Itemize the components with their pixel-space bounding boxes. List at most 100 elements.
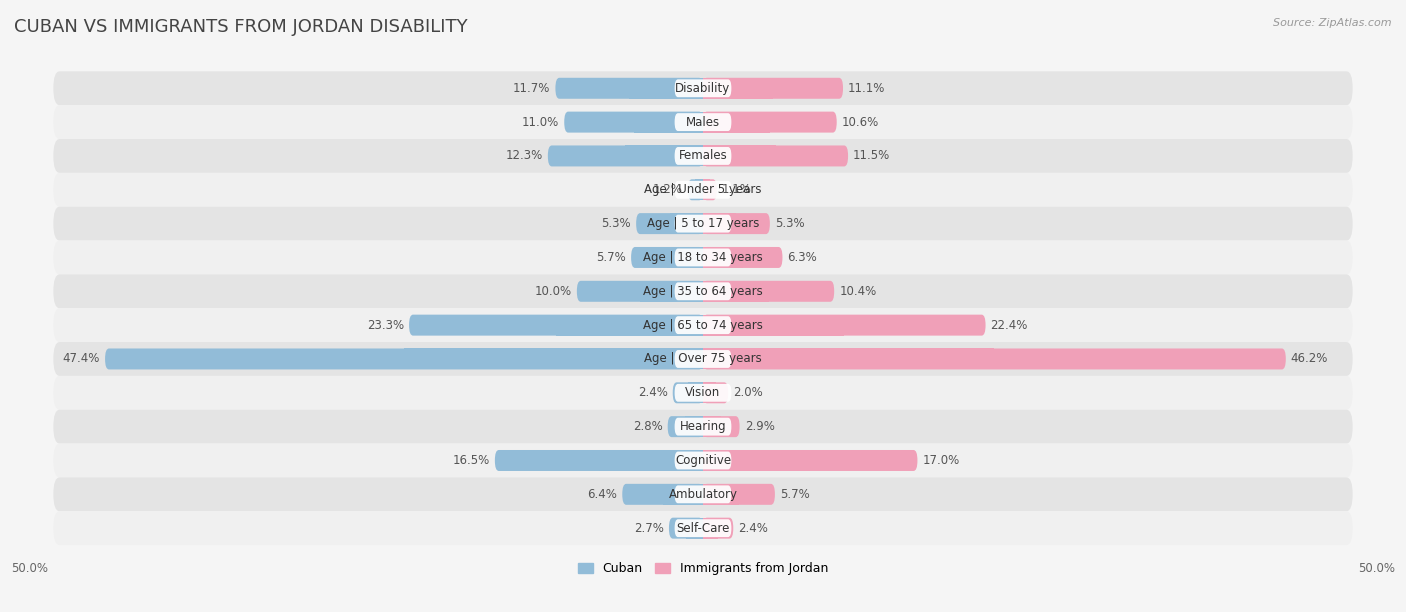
FancyBboxPatch shape: [703, 382, 728, 403]
FancyBboxPatch shape: [703, 450, 918, 471]
Text: 2.4%: 2.4%: [638, 386, 668, 399]
FancyBboxPatch shape: [555, 315, 703, 335]
FancyBboxPatch shape: [53, 376, 1353, 409]
FancyBboxPatch shape: [703, 179, 710, 200]
Text: Males: Males: [686, 116, 720, 129]
Text: CUBAN VS IMMIGRANTS FROM JORDAN DISABILITY: CUBAN VS IMMIGRANTS FROM JORDAN DISABILI…: [14, 18, 468, 36]
FancyBboxPatch shape: [630, 78, 703, 99]
FancyBboxPatch shape: [53, 477, 1353, 511]
FancyBboxPatch shape: [703, 518, 734, 539]
FancyBboxPatch shape: [703, 213, 737, 234]
FancyBboxPatch shape: [703, 416, 740, 437]
Text: 5.3%: 5.3%: [602, 217, 631, 230]
FancyBboxPatch shape: [696, 179, 703, 200]
Text: Age | 5 to 17 years: Age | 5 to 17 years: [647, 217, 759, 230]
FancyBboxPatch shape: [703, 247, 783, 268]
Text: Age | 18 to 34 years: Age | 18 to 34 years: [643, 251, 763, 264]
FancyBboxPatch shape: [675, 316, 731, 334]
FancyBboxPatch shape: [409, 315, 703, 335]
Legend: Cuban, Immigrants from Jordan: Cuban, Immigrants from Jordan: [572, 558, 834, 580]
FancyBboxPatch shape: [675, 282, 731, 300]
FancyBboxPatch shape: [640, 281, 703, 302]
FancyBboxPatch shape: [675, 248, 731, 266]
FancyBboxPatch shape: [703, 518, 718, 539]
Text: 10.0%: 10.0%: [534, 285, 572, 298]
FancyBboxPatch shape: [703, 450, 810, 471]
FancyBboxPatch shape: [675, 80, 731, 97]
FancyBboxPatch shape: [703, 111, 837, 133]
Text: 1.2%: 1.2%: [652, 183, 683, 196]
FancyBboxPatch shape: [703, 315, 986, 335]
FancyBboxPatch shape: [675, 147, 731, 165]
Text: 10.6%: 10.6%: [842, 116, 879, 129]
FancyBboxPatch shape: [623, 484, 703, 505]
FancyBboxPatch shape: [675, 215, 731, 233]
FancyBboxPatch shape: [703, 348, 1286, 370]
FancyBboxPatch shape: [495, 450, 703, 471]
FancyBboxPatch shape: [675, 519, 731, 537]
FancyBboxPatch shape: [53, 105, 1353, 139]
Text: 11.5%: 11.5%: [853, 149, 890, 162]
FancyBboxPatch shape: [666, 247, 703, 268]
Text: 12.3%: 12.3%: [506, 149, 543, 162]
FancyBboxPatch shape: [703, 484, 775, 505]
Text: Source: ZipAtlas.com: Source: ZipAtlas.com: [1274, 18, 1392, 28]
FancyBboxPatch shape: [672, 382, 703, 403]
FancyBboxPatch shape: [555, 78, 703, 99]
FancyBboxPatch shape: [688, 382, 703, 403]
FancyBboxPatch shape: [703, 315, 844, 335]
Text: Females: Females: [679, 149, 727, 162]
Text: 11.0%: 11.0%: [522, 116, 560, 129]
Text: 16.5%: 16.5%: [453, 454, 489, 467]
Text: Age | 65 to 74 years: Age | 65 to 74 years: [643, 319, 763, 332]
FancyBboxPatch shape: [669, 213, 703, 234]
FancyBboxPatch shape: [548, 146, 703, 166]
FancyBboxPatch shape: [53, 308, 1353, 342]
Text: Vision: Vision: [685, 386, 721, 399]
Text: 2.0%: 2.0%: [734, 386, 763, 399]
Text: Ambulatory: Ambulatory: [668, 488, 738, 501]
Text: 23.3%: 23.3%: [367, 319, 404, 332]
Text: 1.1%: 1.1%: [721, 183, 752, 196]
FancyBboxPatch shape: [404, 348, 703, 370]
FancyBboxPatch shape: [669, 518, 703, 539]
Text: 17.0%: 17.0%: [922, 454, 960, 467]
Text: 11.7%: 11.7%: [513, 82, 550, 95]
FancyBboxPatch shape: [703, 416, 721, 437]
FancyBboxPatch shape: [703, 146, 776, 166]
FancyBboxPatch shape: [576, 281, 703, 302]
Text: 46.2%: 46.2%: [1291, 353, 1329, 365]
FancyBboxPatch shape: [53, 274, 1353, 308]
FancyBboxPatch shape: [53, 342, 1353, 376]
FancyBboxPatch shape: [53, 409, 1353, 444]
FancyBboxPatch shape: [53, 444, 1353, 477]
FancyBboxPatch shape: [675, 181, 731, 199]
Text: Age | Over 75 years: Age | Over 75 years: [644, 353, 762, 365]
FancyBboxPatch shape: [53, 139, 1353, 173]
FancyBboxPatch shape: [675, 350, 731, 368]
FancyBboxPatch shape: [675, 113, 731, 131]
Text: Self-Care: Self-Care: [676, 521, 730, 535]
FancyBboxPatch shape: [675, 384, 731, 401]
FancyBboxPatch shape: [688, 179, 703, 200]
FancyBboxPatch shape: [686, 518, 703, 539]
FancyBboxPatch shape: [634, 111, 703, 133]
FancyBboxPatch shape: [53, 207, 1353, 241]
FancyBboxPatch shape: [703, 78, 773, 99]
FancyBboxPatch shape: [668, 416, 703, 437]
Text: Disability: Disability: [675, 82, 731, 95]
FancyBboxPatch shape: [53, 241, 1353, 274]
FancyBboxPatch shape: [626, 146, 703, 166]
Text: 2.8%: 2.8%: [633, 420, 662, 433]
Text: 47.4%: 47.4%: [63, 353, 100, 365]
FancyBboxPatch shape: [703, 348, 994, 370]
Text: 5.3%: 5.3%: [775, 217, 804, 230]
FancyBboxPatch shape: [685, 416, 703, 437]
FancyBboxPatch shape: [662, 484, 703, 505]
Text: 22.4%: 22.4%: [991, 319, 1028, 332]
FancyBboxPatch shape: [675, 485, 731, 503]
FancyBboxPatch shape: [703, 146, 848, 166]
FancyBboxPatch shape: [703, 281, 834, 302]
Text: Hearing: Hearing: [679, 420, 727, 433]
Text: 5.7%: 5.7%: [596, 251, 626, 264]
